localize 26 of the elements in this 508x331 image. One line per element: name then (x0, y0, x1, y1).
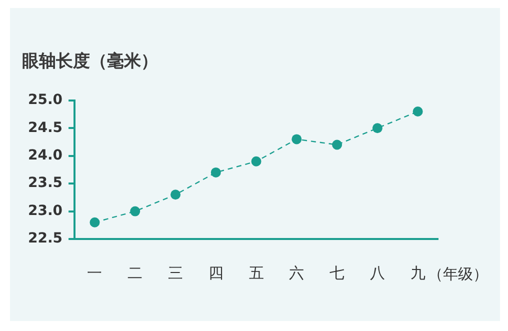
x-tick-label: 六 (289, 264, 304, 282)
x-tick-label: 九 (410, 264, 426, 282)
point (332, 140, 342, 150)
x-tick-label: 八 (370, 264, 385, 282)
y-tick-label: 22.5 (28, 230, 63, 247)
x-tick-label: 五 (248, 264, 264, 282)
x-tick-label: 三 (168, 264, 184, 282)
point (90, 217, 100, 228)
x-tick-label: 二 (128, 264, 143, 282)
x-axis-title: （年级） (428, 264, 488, 283)
point (130, 206, 140, 216)
point (292, 134, 302, 144)
x-tick-label: 七 (330, 264, 345, 282)
x-tick-label: 四 (208, 264, 224, 282)
x-tick-label: 一 (87, 264, 102, 282)
point (412, 106, 423, 116)
point (210, 167, 221, 178)
y-tick-label: 24.5 (28, 120, 63, 136)
chart-title: 眼轴长度（毫米） (22, 50, 158, 72)
point (251, 156, 262, 166)
y-tick-label: 23.0 (28, 202, 63, 219)
point (170, 190, 181, 200)
y-tick-label: 25.0 (28, 92, 63, 108)
y-tick-label: 23.5 (28, 175, 63, 192)
y-tick-label: 24.0 (28, 147, 63, 164)
point (372, 123, 382, 134)
